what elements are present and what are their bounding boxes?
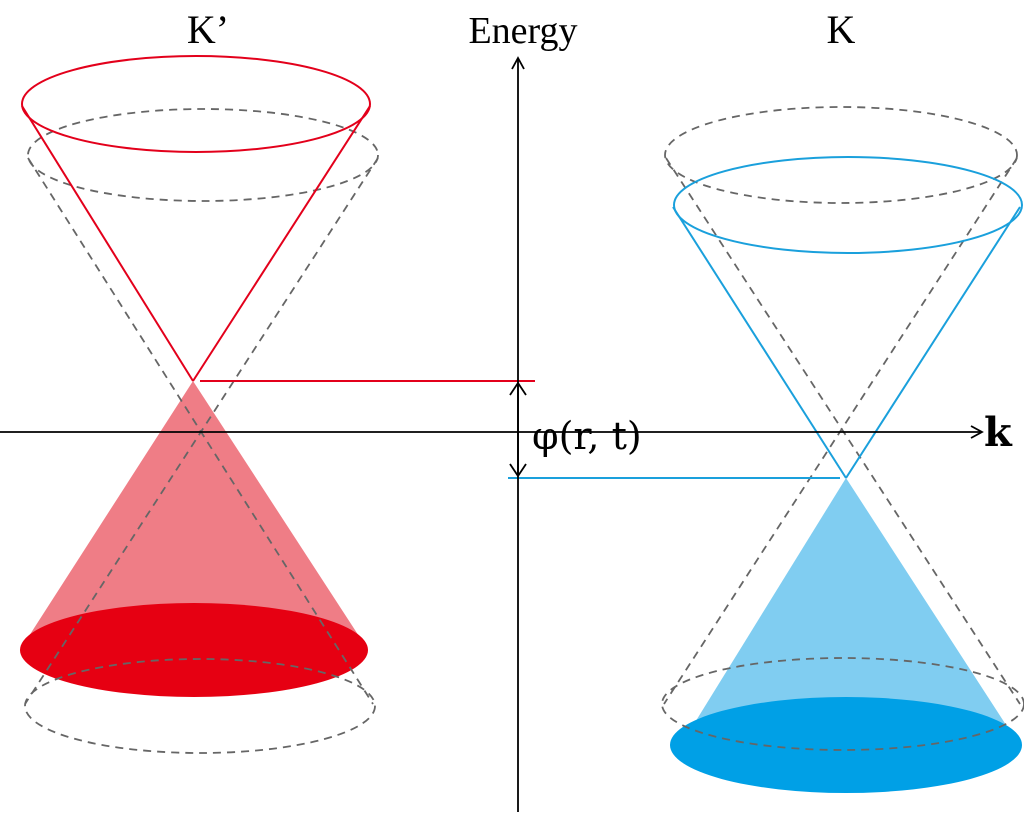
left-upper-cone xyxy=(21,55,371,382)
momentum-axis-label: k xyxy=(984,409,1013,456)
right-upper-cone xyxy=(672,156,1023,479)
left-lower-cone-fill xyxy=(20,381,368,650)
right-reference-cone-dashed xyxy=(661,106,1024,751)
right-lower-cone-base xyxy=(670,697,1022,793)
energy-axis-label: Energy xyxy=(468,10,577,52)
potential-label: φ(r, t) xyxy=(532,414,642,458)
valley-label-k: K xyxy=(827,7,856,52)
valley-label-k-prime: K’ xyxy=(187,7,229,52)
left-reference-cone-dashed xyxy=(24,108,379,754)
left-valley-cone xyxy=(20,55,535,754)
right-lower-cone-fill xyxy=(681,478,1019,745)
left-lower-cone-base xyxy=(20,603,368,697)
potential-shift-arrow xyxy=(509,381,527,478)
